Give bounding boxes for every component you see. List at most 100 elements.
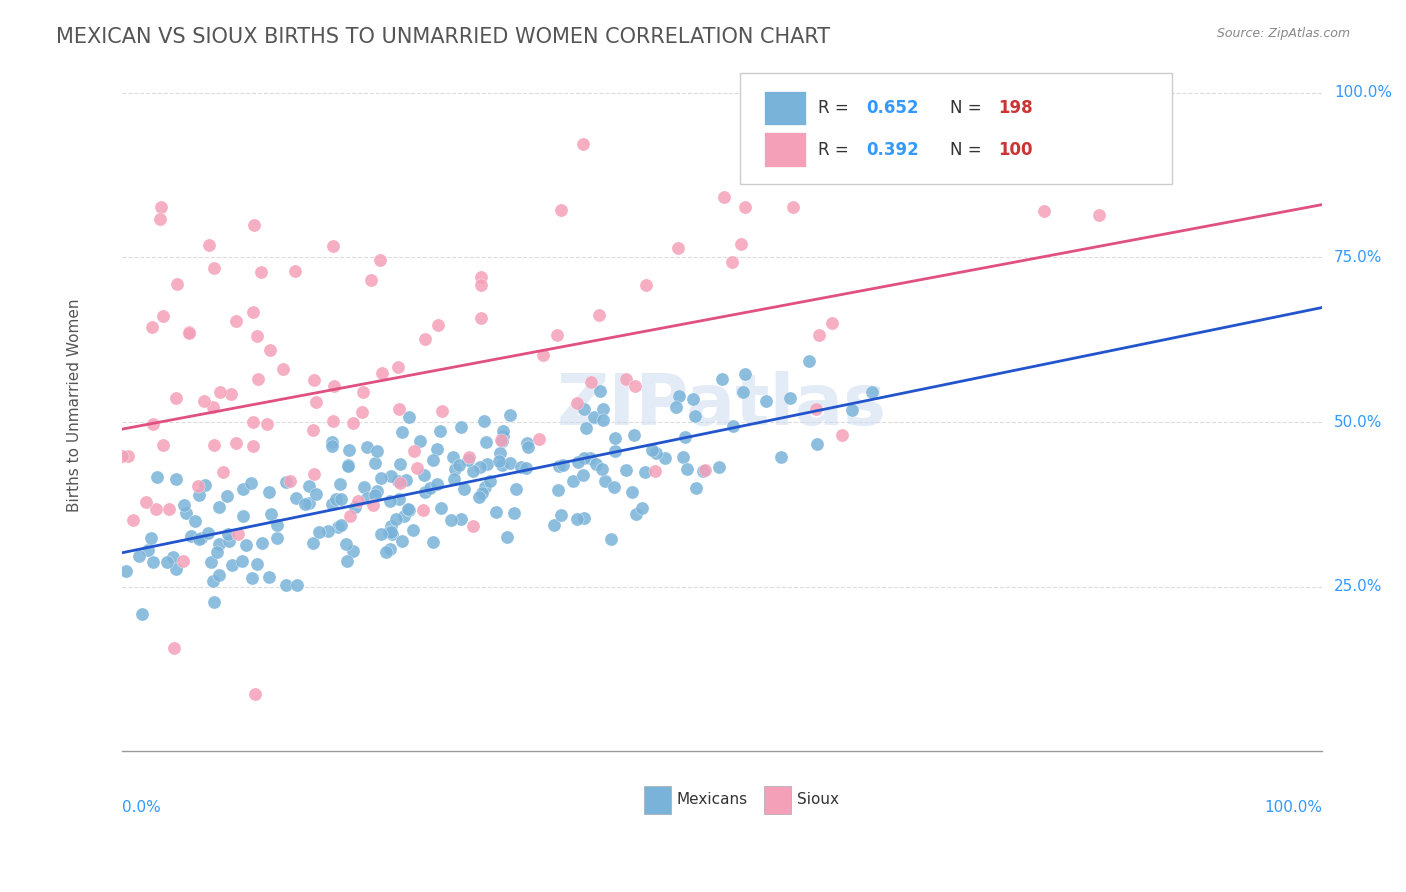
Point xyxy=(475,457,498,471)
Point xyxy=(321,497,343,511)
Text: 198: 198 xyxy=(998,99,1033,117)
Point xyxy=(274,475,297,489)
Point xyxy=(692,464,714,478)
Point xyxy=(734,367,756,381)
Point xyxy=(409,434,432,448)
Bar xyxy=(765,91,806,126)
Point xyxy=(221,558,243,572)
Point xyxy=(422,534,444,549)
Point xyxy=(415,332,437,346)
Point xyxy=(141,531,163,545)
Point xyxy=(246,329,269,343)
Point xyxy=(440,513,463,527)
Point xyxy=(620,485,643,500)
Point xyxy=(641,442,664,457)
Point xyxy=(187,479,209,493)
Point xyxy=(380,519,402,533)
Point xyxy=(1087,208,1109,222)
Point xyxy=(392,509,415,524)
Point xyxy=(588,308,610,322)
Point xyxy=(422,453,444,467)
Text: 100.0%: 100.0% xyxy=(1264,800,1322,815)
Point xyxy=(572,468,595,483)
Point xyxy=(432,404,454,418)
Point xyxy=(204,594,226,608)
Point xyxy=(198,237,221,252)
Point xyxy=(353,480,375,494)
Point xyxy=(860,385,883,400)
Point xyxy=(152,310,174,324)
Point xyxy=(322,379,344,393)
Point xyxy=(131,607,153,622)
Bar xyxy=(765,786,790,814)
Point xyxy=(429,425,451,439)
Point xyxy=(366,444,388,458)
Point xyxy=(247,372,270,386)
Point xyxy=(675,462,697,476)
Point xyxy=(831,428,853,442)
Point xyxy=(575,421,598,435)
Point xyxy=(723,418,745,433)
Point xyxy=(489,446,512,460)
Point xyxy=(755,394,778,409)
Point xyxy=(138,542,160,557)
Point xyxy=(165,392,187,406)
Point xyxy=(474,413,496,427)
Point xyxy=(491,434,513,448)
Point xyxy=(202,437,225,451)
Text: N =: N = xyxy=(950,99,987,117)
Point xyxy=(470,460,492,475)
Point xyxy=(654,450,676,465)
Point xyxy=(683,409,706,424)
Point xyxy=(163,641,186,656)
Point xyxy=(232,509,254,524)
Point xyxy=(394,474,416,488)
Point xyxy=(546,328,568,343)
Point xyxy=(219,387,242,401)
Point xyxy=(194,477,217,491)
Point xyxy=(172,554,194,568)
Point xyxy=(574,451,596,466)
Point xyxy=(202,260,225,275)
Point xyxy=(1032,204,1054,219)
Point xyxy=(128,549,150,564)
Point xyxy=(387,474,409,488)
Point xyxy=(322,239,344,253)
Point xyxy=(498,456,520,470)
Point xyxy=(115,564,138,578)
Point xyxy=(551,458,574,473)
Point xyxy=(330,518,353,533)
Point xyxy=(370,366,392,380)
Point xyxy=(426,476,449,491)
Point xyxy=(190,532,212,546)
Point xyxy=(205,545,228,559)
Point xyxy=(149,211,172,226)
Point xyxy=(142,555,165,569)
Point xyxy=(412,502,434,516)
Point xyxy=(579,375,602,389)
Point xyxy=(240,571,263,585)
Point xyxy=(173,498,195,512)
Point xyxy=(505,482,527,496)
Point xyxy=(517,440,540,454)
Point xyxy=(415,485,437,500)
Point xyxy=(447,458,470,472)
Point xyxy=(527,433,550,447)
Point xyxy=(235,538,257,552)
Point xyxy=(592,413,614,427)
Point xyxy=(644,446,666,460)
Text: 0.652: 0.652 xyxy=(866,99,918,117)
Point xyxy=(188,533,211,547)
Point xyxy=(398,502,420,516)
Point xyxy=(475,434,498,449)
Text: 75.0%: 75.0% xyxy=(1334,250,1382,265)
Point xyxy=(548,458,571,473)
Point xyxy=(197,525,219,540)
Point xyxy=(184,514,207,528)
Point xyxy=(200,555,222,569)
Point xyxy=(246,557,269,571)
Point xyxy=(585,457,607,471)
Text: 100: 100 xyxy=(998,141,1032,159)
Point xyxy=(212,465,235,479)
Point xyxy=(343,500,366,514)
